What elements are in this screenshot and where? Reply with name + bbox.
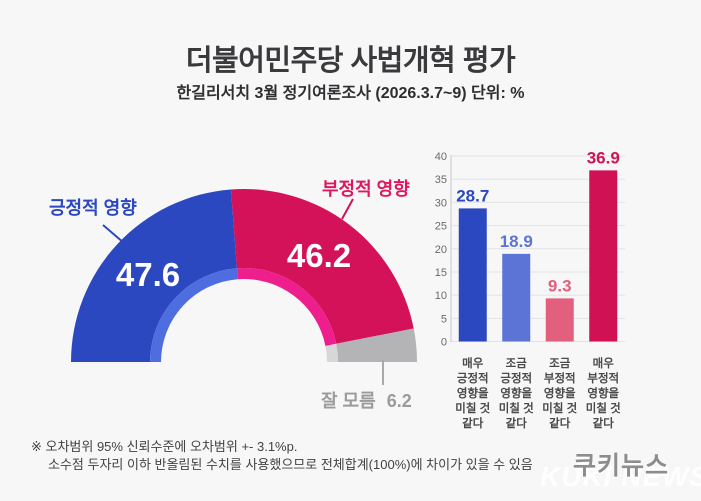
kukinews-logo: 쿠키뉴스 (573, 452, 670, 480)
bar-category-1-line-1: 긍정적 (500, 371, 532, 385)
y-tick-0: 0 (441, 337, 447, 349)
donut-value-negative: 46.2 (286, 237, 352, 274)
bar-category-3-line-4: 같다 (593, 416, 615, 430)
bar-category-3-line-0: 매우 (593, 356, 615, 370)
footnote-line-2: 소수점 두자리 이하 반올림된 수치를 사용했으므로 전체합계(100%)에 차… (48, 457, 533, 472)
bar-category-3-line-3: 미칠 것 (586, 401, 621, 415)
donut-rim-0 (150, 268, 238, 362)
dontknow-text: 잘 모름 (321, 391, 376, 411)
leader-line-negative (341, 198, 354, 220)
footnote-line-1: ※ 오차범위 95% 신뢰수준에 오차범위 +- 3.1%p. (31, 439, 298, 454)
bar-category-2-line-4: 같다 (549, 416, 571, 430)
bar-category-2-line-3: 미칠 것 (542, 401, 577, 415)
bar-category-1-line-0: 조금 (506, 357, 528, 370)
donut-slice-2 (336, 328, 417, 362)
bar-category-1-line-2: 영향을 (500, 386, 532, 400)
dontknow-value: 6.2 (386, 391, 412, 411)
bar-2 (545, 298, 574, 342)
bar-category-1-line-4: 같다 (506, 416, 528, 430)
y-tick-20: 20 (435, 244, 447, 256)
donut-rim-1 (236, 268, 337, 346)
bar-category-0-line-0: 매우 (462, 356, 484, 370)
y-tick-25: 25 (435, 221, 447, 233)
donut-value-positive: 47.6 (115, 256, 181, 293)
page-title: 더불어민주당 사법개혁 평가 (185, 45, 516, 77)
donut-label-negative: 부정적 영향 (322, 179, 410, 199)
semi-donut-chart (71, 188, 417, 385)
donut-rim-2 (325, 343, 338, 362)
donut-label-positive: 긍정적 영향 (49, 198, 137, 218)
bar-category-0-line-4: 같다 (462, 416, 484, 430)
y-tick-15: 15 (435, 267, 447, 279)
bar-category-3-line-2: 영향을 (587, 386, 619, 400)
donut-label-dontknow: 잘 모름 6.2 (321, 387, 412, 413)
y-tick-10: 10 (435, 290, 447, 302)
bar-category-2-line-2: 영향을 (544, 386, 576, 400)
bar-category-0-line-3: 미칠 것 (455, 401, 490, 415)
y-tick-40: 40 (435, 151, 447, 163)
leader-line-positive (102, 224, 125, 244)
kukinews-watermark: KUKI NEWS (540, 461, 701, 492)
bar-category-2-line-0: 조금 (549, 357, 571, 370)
bar-value-1: 18.9 (500, 232, 533, 251)
donut-slice-0 (71, 189, 237, 362)
bar-1 (502, 253, 531, 342)
bar-category-2-line-1: 부정적 (544, 371, 576, 385)
bar-0 (458, 208, 487, 342)
bar-value-3: 36.9 (587, 148, 620, 167)
y-tick-30: 30 (435, 197, 447, 209)
bar-value-2: 9.3 (548, 276, 572, 295)
y-tick-5: 5 (441, 313, 447, 325)
bar-category-0-line-2: 영향을 (457, 386, 489, 400)
donut-slice-1 (230, 188, 414, 344)
bar-value-0: 28.7 (456, 186, 489, 205)
bar-category-3-line-1: 부정적 (587, 371, 619, 385)
bar-3 (589, 170, 618, 342)
y-tick-35: 35 (435, 174, 447, 186)
page-subtitle: 한길리서치 3월 정기여론조사 (2026.3.7~9) 단위: % (176, 85, 525, 102)
bar-category-1-line-3: 미칠 것 (499, 401, 534, 415)
bar-category-0-line-1: 긍정적 (457, 371, 489, 385)
